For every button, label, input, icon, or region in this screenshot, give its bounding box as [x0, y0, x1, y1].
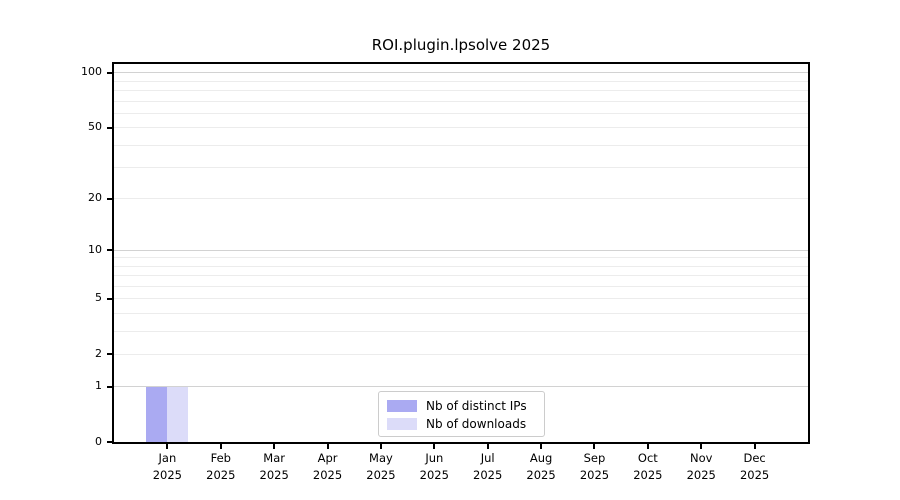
- y-tick-label: 100: [81, 65, 102, 79]
- month-label: Sep: [583, 451, 606, 465]
- month-label: Jun: [425, 451, 444, 465]
- minor-gridline: [114, 198, 808, 200]
- month-label: Oct: [637, 451, 658, 465]
- month-label: Nov: [689, 451, 713, 465]
- x-tick-label-nov: Nov 2025: [669, 450, 733, 484]
- year-label: 2025: [152, 468, 183, 482]
- x-tick-mark: [166, 444, 169, 449]
- minor-gridline: [114, 330, 808, 332]
- y-tick-mark: [107, 297, 112, 300]
- month-label: Jan: [158, 451, 177, 465]
- minor-gridline: [114, 353, 808, 355]
- year-label: 2025: [419, 468, 449, 482]
- minor-gridline: [114, 166, 808, 168]
- x-tick-label-sep: Sep 2025: [562, 450, 626, 484]
- x-tick-label-mar: Mar 2025: [242, 450, 306, 484]
- y-tick-label: 10: [88, 242, 102, 256]
- x-tick-label-may: May 2025: [349, 450, 413, 484]
- x-tick-label-jun: Jun 2025: [402, 450, 466, 484]
- year-label: 2025: [579, 468, 610, 482]
- minor-gridline: [114, 265, 808, 267]
- x-tick-label-feb: Feb 2025: [189, 450, 253, 484]
- minor-gridline: [114, 275, 808, 277]
- legend-entry-downloads: Nb of downloads: [379, 415, 544, 433]
- y-tick-label: 20: [88, 191, 102, 205]
- month-label: Mar: [263, 451, 285, 465]
- y-tick-mark: [107, 353, 112, 356]
- y-tick-mark: [107, 71, 112, 74]
- year-label: 2025: [739, 468, 770, 482]
- legend-entry-distinct-ips: Nb of distinct IPs: [379, 397, 544, 415]
- x-tick-mark: [433, 444, 436, 449]
- y-tick-label: 50: [88, 120, 102, 134]
- distinct-ips-swatch: [387, 400, 417, 412]
- minor-gridline: [114, 80, 808, 82]
- legend: Nb of distinct IPs Nb of downloads: [378, 391, 545, 437]
- x-tick-mark: [540, 444, 543, 449]
- x-tick-mark: [219, 444, 222, 449]
- downloads-label: Nb of downloads: [426, 417, 527, 431]
- x-tick-label-aug: Aug 2025: [509, 450, 573, 484]
- x-tick-label-jul: Jul 2025: [456, 450, 520, 484]
- x-tick-mark: [700, 444, 703, 449]
- year-label: 2025: [633, 468, 663, 482]
- x-tick-mark: [753, 444, 756, 449]
- month-label: May: [369, 451, 393, 465]
- x-tick-mark: [273, 444, 276, 449]
- minor-gridline: [114, 112, 808, 114]
- month-label: Aug: [529, 451, 553, 465]
- month-label: Jul: [480, 451, 495, 465]
- minor-gridline: [114, 90, 808, 92]
- major-gridline: [114, 72, 808, 74]
- year-label: 2025: [312, 468, 343, 482]
- y-tick-mark: [107, 441, 112, 443]
- y-tick-mark: [107, 126, 112, 129]
- month-label: Apr: [317, 451, 338, 465]
- y-tick-label: 5: [95, 291, 102, 305]
- y-tick-mark: [107, 197, 112, 200]
- year-label: 2025: [259, 468, 289, 482]
- x-tick-label-jan: Jan 2025: [135, 450, 199, 484]
- chart-title: ROI.plugin.lpsolve 2025: [371, 36, 551, 54]
- year-label: 2025: [686, 468, 716, 482]
- downloads-swatch: [387, 418, 417, 430]
- x-tick-mark: [379, 444, 382, 449]
- plot-area: [112, 62, 810, 444]
- y-tick-label: 2: [95, 346, 102, 360]
- minor-gridline: [114, 285, 808, 287]
- minor-gridline: [114, 298, 808, 300]
- y-tick-label: 0: [95, 434, 102, 448]
- minor-gridline: [114, 312, 808, 314]
- month-label: Dec: [743, 451, 766, 465]
- month-label: Feb: [210, 451, 231, 465]
- minor-gridline: [114, 144, 808, 146]
- year-label: 2025: [206, 468, 236, 482]
- x-tick-mark: [326, 444, 329, 449]
- distinct-ips-label: Nb of distinct IPs: [426, 399, 527, 413]
- y-tick-mark: [107, 385, 112, 388]
- minor-gridline: [114, 257, 808, 259]
- x-tick-mark: [486, 444, 489, 449]
- x-tick-label-oct: Oct 2025: [616, 450, 680, 484]
- year-label: 2025: [366, 468, 396, 482]
- year-label: 2025: [526, 468, 556, 482]
- bar-jan-downloads: [167, 386, 189, 442]
- x-tick-label-apr: Apr 2025: [296, 450, 360, 484]
- major-gridline: [114, 386, 808, 388]
- bar-jan-distinct-ips: [146, 386, 168, 442]
- minor-gridline: [114, 100, 808, 102]
- y-tick-label: 1: [95, 379, 102, 393]
- x-tick-mark: [593, 444, 596, 449]
- major-gridline: [114, 249, 808, 251]
- x-tick-mark: [646, 444, 649, 449]
- x-tick-label-dec: Dec 2025: [723, 450, 787, 484]
- year-label: 2025: [473, 468, 503, 482]
- y-tick-mark: [107, 249, 112, 252]
- minor-gridline: [114, 127, 808, 129]
